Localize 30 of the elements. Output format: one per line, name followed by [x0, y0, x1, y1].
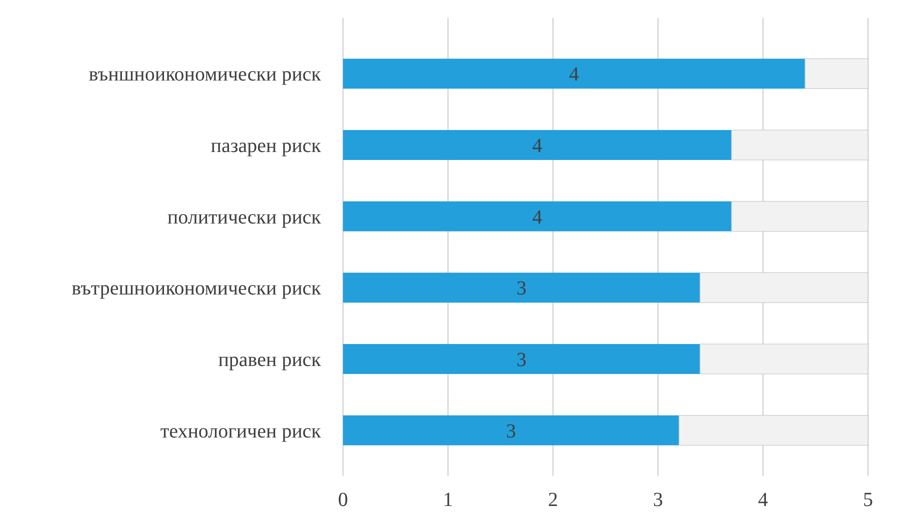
y-tick-label: вътрешноикономически риск: [72, 278, 322, 300]
bar: [731, 130, 868, 160]
x-tick-label: 4: [758, 489, 768, 511]
bar: [678, 415, 868, 446]
bar: [731, 201, 868, 232]
data-label: 3: [516, 278, 526, 300]
x-tick-label: 1: [443, 489, 453, 511]
bar: [804, 58, 868, 89]
data-label: 4: [569, 64, 579, 86]
x-tick-label: 5: [863, 489, 873, 511]
x-tick-label: 3: [653, 489, 663, 511]
bar: [343, 415, 679, 446]
bar: [343, 272, 700, 303]
y-tick-label: правен риск: [218, 349, 322, 371]
x-tick-label: 2: [548, 489, 558, 511]
bar: [343, 201, 732, 232]
data-label: 3: [506, 420, 516, 442]
data-label: 4: [532, 206, 542, 228]
bar: [343, 130, 732, 160]
data-label: 4: [532, 135, 542, 157]
data-label: 3: [516, 349, 526, 371]
x-tick-label: 0: [338, 489, 348, 511]
y-tick-label: технологичен риск: [160, 420, 322, 442]
y-tick-label: политически риск: [167, 206, 322, 228]
y-tick-label: пазарен риск: [210, 135, 322, 157]
bar: [700, 344, 868, 374]
bar: [700, 272, 868, 303]
bar: [343, 58, 805, 89]
bar: [343, 344, 700, 374]
y-tick-label: външноикономически риск: [88, 64, 322, 86]
